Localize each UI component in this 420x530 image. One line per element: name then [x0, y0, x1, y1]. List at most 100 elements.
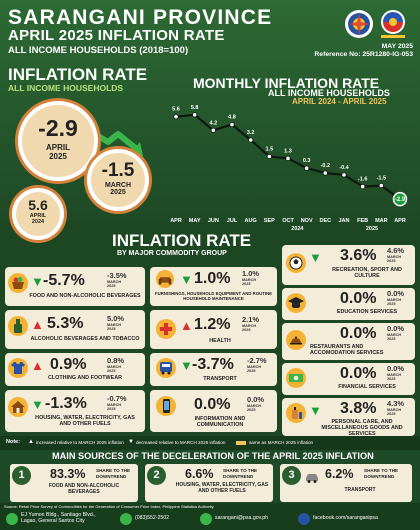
chart-subtitle: ALL INCOME HOUSEHOLDS [268, 88, 390, 98]
chart-title: MONTHLY INFLATION RATE [193, 75, 380, 91]
personal-care-direction-icon: ▼ [309, 403, 322, 418]
bagong-pilipinas-logo-icon [381, 10, 405, 38]
health-value: 1.2% [194, 316, 231, 333]
year-ago-inflation-circle: 5.6 APRIL 2024 [12, 188, 64, 240]
restaurants-value: 0.0% [340, 325, 377, 342]
main-source-share-2b: DOWNTREND [223, 474, 254, 479]
main-source-share-1b: DOWNTREND [96, 474, 127, 479]
financial-value: 0.0% [340, 365, 377, 382]
footer-facebook[interactable]: facebook.com/saranganipsa [313, 515, 378, 521]
main-source-rank-2: 2 [147, 466, 166, 485]
transport-prev-value: -2.7% [247, 356, 267, 365]
page-title: SARANGANI PROVINCE [8, 6, 273, 29]
main-source-share-3a: SHARE TO THE [364, 468, 399, 473]
note-same: same as MARCH 2025 inflation [249, 440, 314, 445]
food-prev-month: MARCH [107, 280, 122, 284]
data-label: -1.5 [377, 176, 386, 182]
page-subtitle: APRIL 2025 INFLATION RATE [8, 27, 225, 44]
health-prev-year: 2025 [242, 328, 251, 332]
transport-direction-icon: ▼ [180, 358, 193, 373]
main-source-share-2a: SHARE TO THE [223, 468, 258, 473]
commodity-card-personal-care: ▼ 3.8% 4.3% MARCH 2025 PERSONAL CARE, AN… [282, 398, 415, 437]
ball-icon [286, 253, 306, 273]
personal-care-name: PERSONAL CARE, AND MISCELLANEOUS GOODS A… [321, 419, 403, 437]
transport-value: -3.7% [192, 356, 234, 373]
clothing-name: CLOTHING AND FOOTWEAR [47, 375, 123, 381]
data-point [378, 183, 384, 189]
personal-care-prev-year: 2025 [387, 412, 396, 416]
main-source-card-1: 1 83.3% SHARE TO THE DOWNTREND FOOD AND … [10, 464, 138, 502]
data-label: -2.9 [395, 197, 406, 203]
recreation-prev-month: MARCH [387, 255, 402, 259]
education-name: EDUCATION SERVICES [336, 309, 398, 315]
main-sources-heading: MAIN SOURCES OF THE DECELERATION OF THE … [52, 451, 374, 461]
data-label: 5.8 [191, 105, 199, 111]
main-source-rank-1: 1 [12, 466, 31, 485]
housing-name: HOUSING, WATER, ELECTRICITY, GAS AND OTH… [35, 415, 135, 427]
housing-prev-month: MARCH [107, 403, 122, 407]
food-direction-icon: ▼ [31, 274, 44, 289]
footer-address-1: EJ Yumon Bldg., Santiago Blvd., [21, 512, 96, 518]
data-label: 1.3 [284, 148, 292, 154]
x-tick-label: FEB [357, 218, 368, 224]
recreation-value: 3.6% [340, 247, 377, 264]
furnishings-direction-icon: ▼ [180, 272, 193, 287]
page-base-year: ALL INCOME HOUSEHOLDS (2018=100) [8, 45, 189, 56]
commodity-card-furnishings: ▼ 1.0% 1.0% MARCH 2025 FURNISHINGS, HOUS… [150, 267, 277, 306]
location-icon [6, 513, 18, 525]
recreation-prev-value: 4.6% [387, 246, 405, 255]
main-source-share-3b: DOWNTREND [364, 474, 395, 479]
health-prev-month: MARCH [242, 324, 257, 328]
x-tick-label: APR [170, 218, 182, 224]
car-icon [304, 469, 320, 485]
personal-care-prev-value: 4.3% [387, 399, 405, 408]
data-point [266, 153, 272, 160]
main-source-card-2: 2 6.6% SHARE TO THE DOWNTREND HOUSING, W… [145, 464, 273, 502]
footer-phone: (083)552-2502 [135, 515, 170, 521]
health-icon [156, 319, 176, 339]
alcohol-prev-year: 2025 [107, 327, 116, 331]
x-tick-label: OCT [282, 218, 294, 224]
bus-icon [156, 358, 176, 378]
data-point [173, 114, 179, 120]
bottle-icon [8, 316, 28, 336]
alcohol-prev-value: 5.0% [107, 314, 125, 323]
previous-inflation-value: -1.5 [101, 160, 135, 181]
note-increased: increased relative to MARCH 2025 inflati… [36, 440, 124, 445]
information-prev-month: MARCH [247, 404, 262, 408]
housing-value: -1.3% [45, 395, 87, 412]
commodity-subheading: BY MAJOR COMMODITY GROUP [117, 250, 227, 257]
main-source-name-2: HOUSING, WATER, ELECTRICITY, GAS AND OTH… [175, 482, 269, 494]
education-value: 0.0% [340, 290, 377, 307]
commodity-card-health: ▲ 1.2% 2.1% MARCH 2025 HEALTH [150, 310, 277, 349]
transport-prev-year: 2025 [247, 369, 256, 373]
data-point [392, 191, 408, 207]
data-label: 3.2 [247, 130, 255, 136]
housing-prev-year: 2025 [107, 407, 116, 411]
transport-name: TRANSPORT [203, 376, 237, 382]
data-label: -0.2 [321, 163, 330, 169]
commodity-card-recreation: ▼ 3.6% 4.6% MARCH 2025 RECREATION, SPORT… [282, 245, 415, 285]
furnishings-prev-year: 2025 [242, 282, 251, 286]
data-label: 4.2 [210, 120, 218, 126]
footer-email[interactable]: sarangani@psa.gov.ph [215, 515, 269, 521]
alcohol-value: 5.3% [47, 315, 84, 332]
current-inflation-value: -2.9 [38, 115, 78, 141]
clothing-prev-year: 2025 [107, 369, 116, 373]
data-label: 5.6 [172, 107, 180, 113]
main-source-card-3: 3 6.2% SHARE TO THE DOWNTREND TRANSPORT [280, 464, 412, 502]
education-prev-month: MARCH [387, 298, 402, 302]
year-label: 2024 [291, 226, 304, 232]
main-source-name-3: TRANSPORT [344, 487, 376, 493]
current-inflation-year: 2025 [49, 152, 67, 161]
restaurants-name: RESTAURANTS AND ACCOMODATION SERVICES [310, 344, 384, 356]
restaurant-icon [286, 330, 306, 350]
data-point [248, 137, 254, 143]
legend-note-bar [0, 436, 420, 450]
data-point [341, 172, 347, 178]
x-tick-label: MAR [375, 218, 388, 224]
current-inflation-month: APRIL [46, 143, 70, 152]
x-tick-label: SEP [264, 218, 275, 224]
recreation-prev-year: 2025 [387, 259, 396, 263]
x-tick-label: JUN [208, 218, 219, 224]
